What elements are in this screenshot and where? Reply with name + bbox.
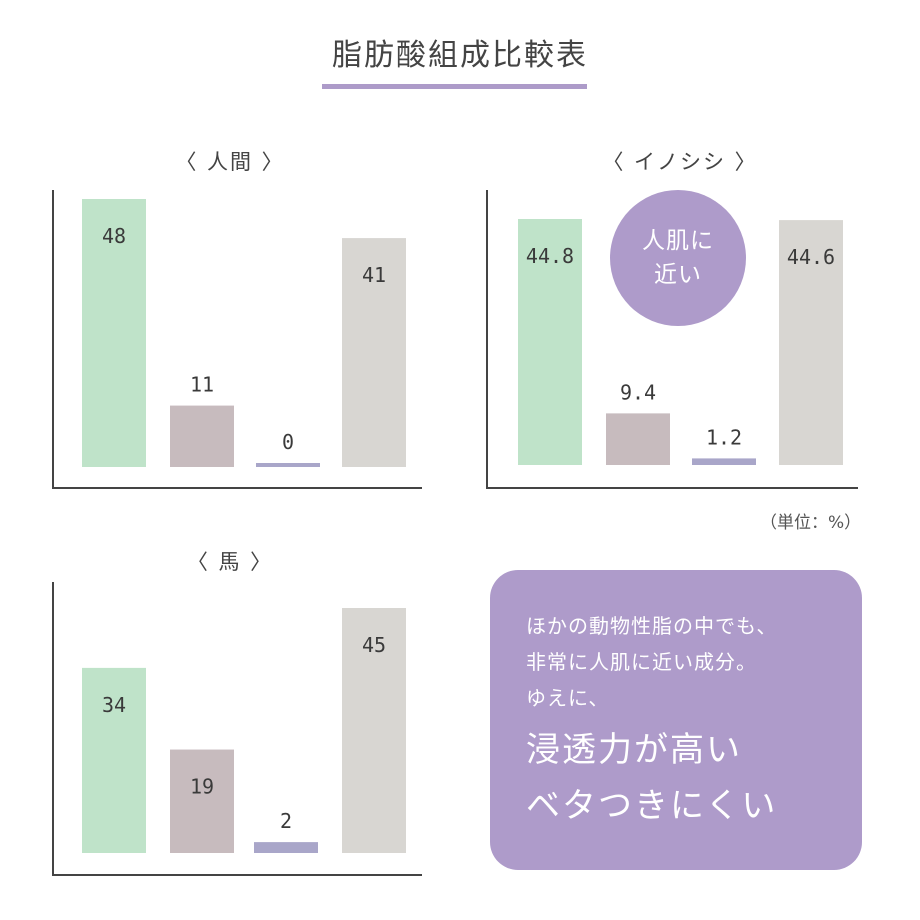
bar-1 — [82, 667, 146, 853]
page-title: 脂肪酸組成比較表 — [332, 38, 588, 73]
bar-value-label-2: 9.4 — [620, 380, 656, 404]
chart-title-boar: 〈 イノシシ 〉 — [602, 150, 758, 174]
bar-3 — [692, 458, 756, 465]
unit-label: （単位：%） — [760, 513, 862, 533]
info-line-3: ゆえに、 — [526, 686, 610, 710]
info-headline-1: 浸透力が高い — [526, 730, 742, 770]
info-line-2: 非常に人肌に近い成分。 — [526, 650, 757, 674]
bar-2 — [170, 749, 234, 853]
bar-3 — [256, 463, 320, 467]
bar-value-label-4: 45 — [362, 633, 386, 657]
chart-title-human: 〈 人間 〉 — [175, 150, 285, 174]
bar-value-label-3: 2 — [280, 809, 292, 833]
badge-line2: 近い — [654, 262, 702, 288]
chart-boar: 44.8 9.4 1.2 44.6 — [486, 190, 858, 489]
bar-value-label-1: 44.8 — [526, 244, 574, 268]
bar-2 — [606, 413, 670, 465]
bar-1 — [518, 219, 582, 465]
chart-horse: 34 19 2 45 — [52, 582, 422, 876]
chart-human: 48 11 0 41 — [52, 190, 422, 489]
bar-value-label-3: 0 — [282, 430, 294, 454]
bar-4 — [779, 220, 843, 465]
info-box: ほかの動物性脂の中でも、 非常に人肌に近い成分。 ゆえに、 浸透力が高い ベタつ… — [490, 570, 862, 870]
bar-2 — [170, 405, 234, 467]
skin-close-badge: 人肌に 近い — [610, 190, 746, 326]
bar-4 — [342, 608, 406, 853]
info-headline-2: ベタつきにくい — [526, 786, 778, 826]
bar-1 — [82, 199, 146, 467]
bar-value-label-1: 34 — [102, 693, 126, 717]
bar-value-label-3: 1.2 — [706, 425, 742, 449]
badge-line1: 人肌に — [642, 228, 714, 254]
bar-4 — [342, 238, 406, 467]
bar-value-label-4: 41 — [362, 263, 386, 287]
chart-title-horse: 〈 馬 〉 — [186, 550, 274, 574]
bar-value-label-4: 44.6 — [787, 245, 835, 269]
bar-value-label-1: 48 — [102, 224, 126, 248]
title-underline — [322, 84, 587, 89]
info-line-1: ほかの動物性脂の中でも、 — [526, 614, 778, 638]
bar-value-label-2: 19 — [190, 775, 214, 799]
bar-value-label-2: 11 — [190, 373, 214, 397]
bar-3 — [254, 842, 318, 853]
